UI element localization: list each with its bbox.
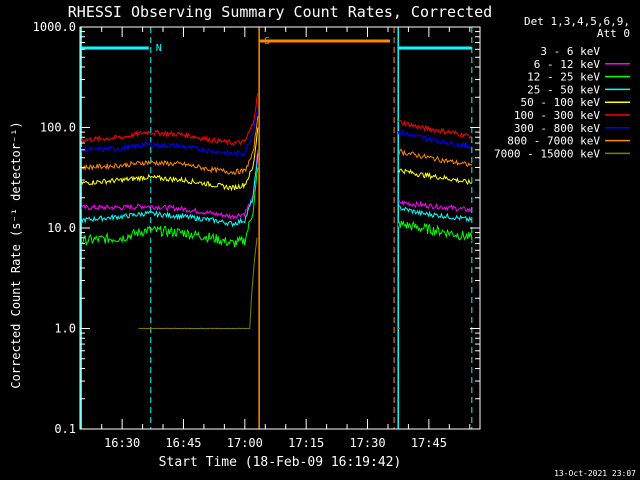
y-tick-label: 0.1 bbox=[54, 422, 76, 436]
series-line bbox=[80, 167, 259, 248]
chart-title: RHESSI Observing Summary Count Rates, Co… bbox=[68, 3, 492, 21]
annotation-label: S bbox=[264, 36, 270, 47]
legend-entry-label: 25 - 50 keV bbox=[527, 83, 600, 96]
series-line bbox=[81, 115, 259, 175]
annotation-label: N bbox=[156, 43, 162, 54]
series-line bbox=[80, 92, 259, 147]
legend-entry-label: 3 - 6 keV bbox=[540, 45, 600, 58]
series-line bbox=[80, 149, 259, 220]
y-axis-label: Corrected Count Rate (s⁻¹ detector⁻¹) bbox=[9, 121, 23, 388]
legend-header: Det 1,3,4,5,6,9, bbox=[524, 15, 630, 28]
legend-header: Att 0 bbox=[597, 27, 630, 40]
legend-entry-label: 800 - 7000 keV bbox=[507, 135, 600, 148]
legend-entry-label: 50 - 100 keV bbox=[521, 96, 601, 109]
x-tick-label: 16:45 bbox=[165, 436, 201, 450]
series-line bbox=[397, 220, 473, 241]
legend-entry-label: 12 - 25 keV bbox=[527, 71, 600, 84]
legend-entry-label: 300 - 800 keV bbox=[514, 122, 600, 135]
series-line bbox=[80, 127, 259, 192]
series-line bbox=[80, 104, 259, 158]
series-line bbox=[397, 199, 473, 213]
y-tick-label: 10.0 bbox=[47, 221, 76, 235]
x-tick-label: 17:00 bbox=[227, 436, 263, 450]
series-line bbox=[397, 119, 472, 140]
y-tick-label: 1000.0 bbox=[33, 20, 76, 34]
x-axis-label: Start Time (18-Feb-09 16:19:42) bbox=[159, 455, 402, 470]
legend-entry-label: 100 - 300 keV bbox=[514, 109, 600, 122]
series-line bbox=[80, 230, 259, 257]
series-layer bbox=[80, 92, 473, 330]
series-line bbox=[397, 129, 472, 150]
x-tick-label: 17:30 bbox=[349, 436, 385, 450]
series-line bbox=[138, 237, 258, 330]
annotation-lines: NS bbox=[80, 27, 473, 429]
axis-ticks: 0.1 1.0 10.0 100.0 1000.0 16:30 16:45 17:00 17:1… bbox=[33, 20, 480, 450]
x-tick-label: 17:45 bbox=[411, 436, 447, 450]
x-tick-label: 17:15 bbox=[288, 436, 324, 450]
legend-entry-label: 7000 - 15000 keV bbox=[494, 147, 600, 160]
footer-date: 13-Oct-2021 23:07 bbox=[554, 469, 636, 478]
y-tick-label: 1.0 bbox=[54, 322, 76, 336]
series-line bbox=[398, 205, 472, 223]
series-line bbox=[397, 168, 472, 186]
y-tick-label: 100.0 bbox=[40, 121, 76, 135]
legend-entry-label: 6 - 12 keV bbox=[534, 58, 601, 71]
x-tick-label: 16:30 bbox=[104, 436, 140, 450]
series-line bbox=[80, 153, 259, 228]
series-line bbox=[397, 149, 473, 167]
